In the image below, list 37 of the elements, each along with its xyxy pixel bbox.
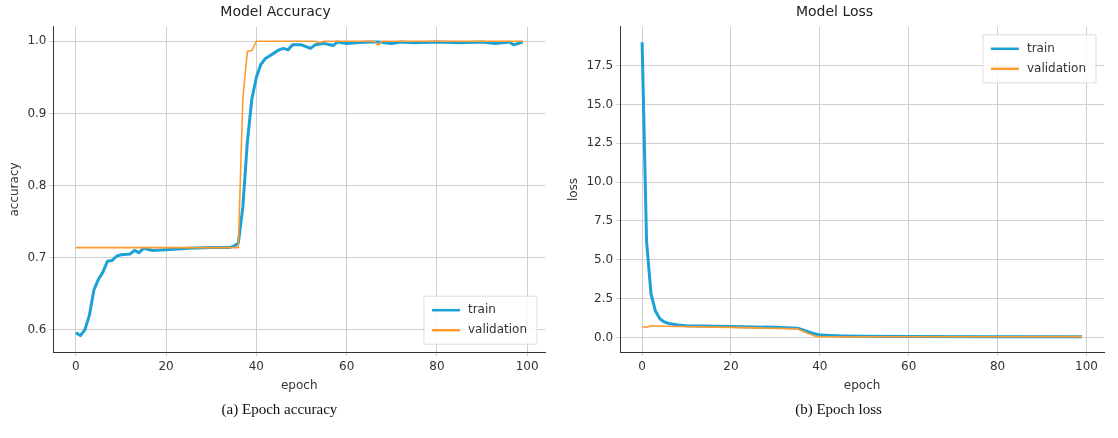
x-axis-title: epoch	[280, 377, 318, 392]
y-tick-label: 10.0	[586, 174, 614, 189]
legend-label: validation	[1026, 60, 1087, 75]
y-axis-title: accuracy	[7, 162, 22, 217]
legend-label: train	[467, 302, 496, 317]
chart-title: Model Loss	[795, 3, 874, 20]
x-tick-label: 0	[638, 358, 646, 373]
y-tick-label: 0.0	[594, 329, 614, 344]
text: (a) Epoch accuracy	[220, 401, 339, 418]
x-tick-label: 100	[515, 358, 539, 373]
x-tick-label: 20	[723, 358, 739, 373]
x-tick-label: 80	[989, 358, 1006, 373]
y-tick-label: 12.5	[586, 135, 614, 150]
y-tick-label: 5.0	[594, 251, 614, 266]
y-tick-label: 7.5	[594, 213, 614, 228]
y-axis-title: loss	[566, 177, 581, 202]
y-tick-label: 15.0	[586, 96, 614, 111]
x-tick-label: 100	[1075, 358, 1098, 373]
y-tick-label: 0.9	[27, 105, 47, 120]
y-tick-label: 0.8	[27, 177, 47, 192]
x-tick-label: 40	[812, 358, 828, 373]
x-tick-label: 20	[158, 358, 174, 373]
legend-label: train	[1026, 40, 1055, 55]
x-tick-label: 80	[429, 358, 445, 373]
chart-title: Model Accuracy	[220, 3, 331, 20]
x-axis-title: epoch	[843, 377, 881, 392]
y-tick-label: 1.0	[27, 33, 47, 48]
x-tick-label: 40	[248, 358, 264, 373]
x-tick-label: 0	[72, 358, 80, 373]
x-tick-label: 60	[901, 358, 917, 373]
text: (b) Epoch loss	[794, 401, 883, 418]
y-tick-label: 17.5	[586, 57, 614, 72]
legend-label: validation	[467, 322, 528, 337]
y-tick-label: 0.7	[27, 249, 47, 264]
y-tick-label: 2.5	[594, 290, 614, 305]
x-tick-label: 60	[338, 358, 355, 373]
y-tick-label: 0.6	[27, 321, 47, 336]
